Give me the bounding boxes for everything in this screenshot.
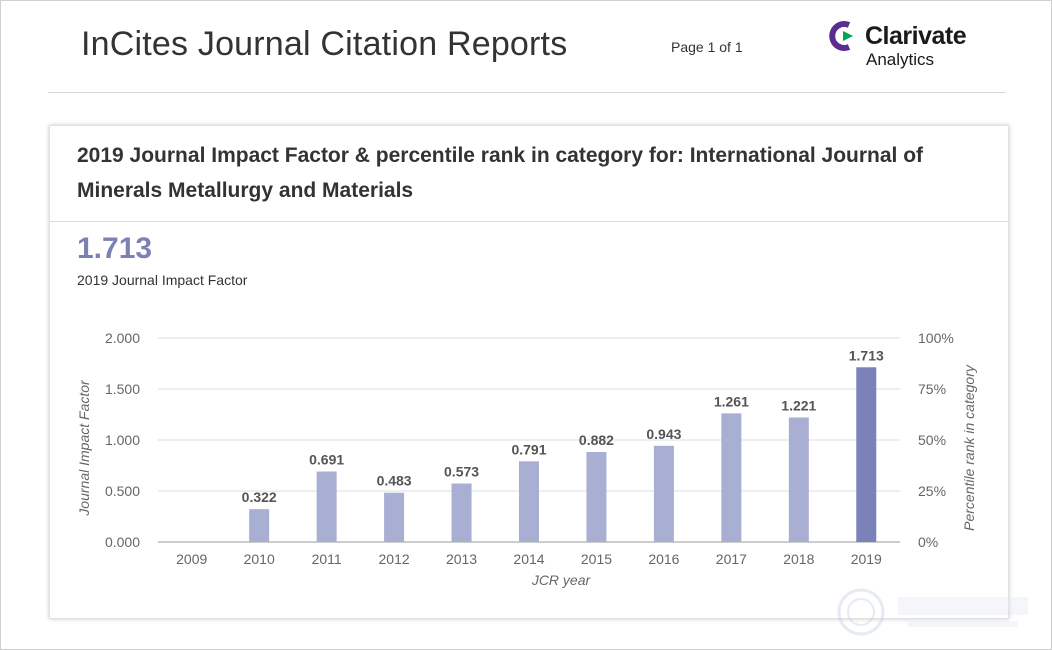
logo-subtitle: Analytics — [866, 50, 935, 69]
x-tick-label: 2009 — [176, 551, 207, 567]
y2-axis-ticks: 0% 25% 50% 75% 100% — [918, 330, 954, 550]
bar-value-label: 0.791 — [511, 441, 546, 457]
x-tick-label: 2011 — [312, 551, 342, 567]
bar-2018 — [788, 417, 809, 542]
bar-2010 — [249, 509, 270, 542]
bar-value-label: 1.221 — [781, 397, 816, 413]
bar-2019 — [856, 367, 877, 542]
chart-bars: 0.322 0.691 0.483 0.573 0.791 0.882 0.943 1.261… — [242, 347, 884, 542]
logo-name: Clarivate — [865, 22, 967, 50]
bar-2012 — [384, 492, 405, 542]
impact-factor-chart: 0.000 0.500 1.000 1.500 2.000 0% 25% 50% 75% 100… — [76, 330, 977, 588]
bar-value-label: 0.573 — [444, 464, 479, 480]
bar-2013 — [451, 483, 472, 542]
bar-value-label: 0.483 — [377, 473, 412, 489]
impact-factor-card: 2019 Journal Impact Factor & percentile … — [49, 125, 1009, 619]
y2-tick-label: 25% — [918, 483, 946, 499]
bar-value-label: 0.943 — [646, 426, 681, 442]
clarivate-logo-mark-icon — [829, 21, 853, 51]
bar-value-label: 1.261 — [714, 393, 749, 409]
x-tick-label: 2016 — [648, 551, 679, 567]
y-tick-label: 1.500 — [105, 381, 140, 397]
y-tick-label: 2.000 — [105, 330, 140, 346]
x-tick-label: 2013 — [446, 551, 477, 567]
x-tick-label: 2010 — [244, 551, 275, 567]
bar-value-label: 1.713 — [849, 347, 884, 363]
y2-tick-label: 50% — [918, 432, 946, 448]
y2-tick-label: 100% — [918, 330, 954, 346]
bar-value-label: 0.882 — [579, 432, 614, 448]
y2-tick-label: 0% — [918, 534, 938, 550]
y2-axis-label: Percentile rank in category — [961, 364, 977, 531]
x-tick-label: 2019 — [851, 551, 882, 567]
x-tick-label: 2012 — [379, 551, 410, 567]
impact-factor-value: 1.713 — [77, 232, 153, 265]
header-divider — [48, 92, 1006, 93]
x-tick-label: 2017 — [716, 551, 747, 567]
clarivate-logo: Clarivate Analytics — [829, 21, 979, 71]
x-axis-ticks: 2009 2010 2011 2012 2013 2014 2015 2016 2017 2018… — [176, 551, 882, 567]
university-watermark-icon — [837, 588, 1028, 636]
bar-value-label: 0.691 — [309, 452, 344, 468]
bar-2016 — [653, 445, 674, 542]
y-axis-ticks: 0.000 0.500 1.000 1.500 2.000 — [105, 330, 140, 550]
bar-2011 — [316, 471, 337, 542]
x-tick-label: 2015 — [581, 551, 612, 567]
y-tick-label: 0.000 — [105, 534, 140, 550]
bar-2014 — [519, 461, 539, 542]
bar-2017 — [721, 413, 742, 542]
x-axis-label: JCR year — [531, 572, 592, 588]
y-axis-label: Journal Impact Factor — [76, 379, 92, 517]
y-tick-label: 0.500 — [105, 483, 140, 499]
y2-tick-label: 75% — [918, 381, 946, 397]
x-tick-label: 2018 — [783, 551, 814, 567]
report-title: InCites Journal Citation Reports — [81, 25, 568, 63]
y-tick-label: 1.000 — [105, 432, 140, 448]
card-divider — [50, 221, 1008, 222]
page-indicator: Page 1 of 1 — [671, 39, 743, 55]
bar-value-label: 0.322 — [242, 489, 277, 505]
card-title: 2019 Journal Impact Factor & percentile … — [77, 144, 924, 202]
bar-2015 — [586, 452, 607, 542]
x-tick-label: 2014 — [513, 551, 544, 567]
impact-factor-label: 2019 Journal Impact Factor — [77, 272, 248, 288]
